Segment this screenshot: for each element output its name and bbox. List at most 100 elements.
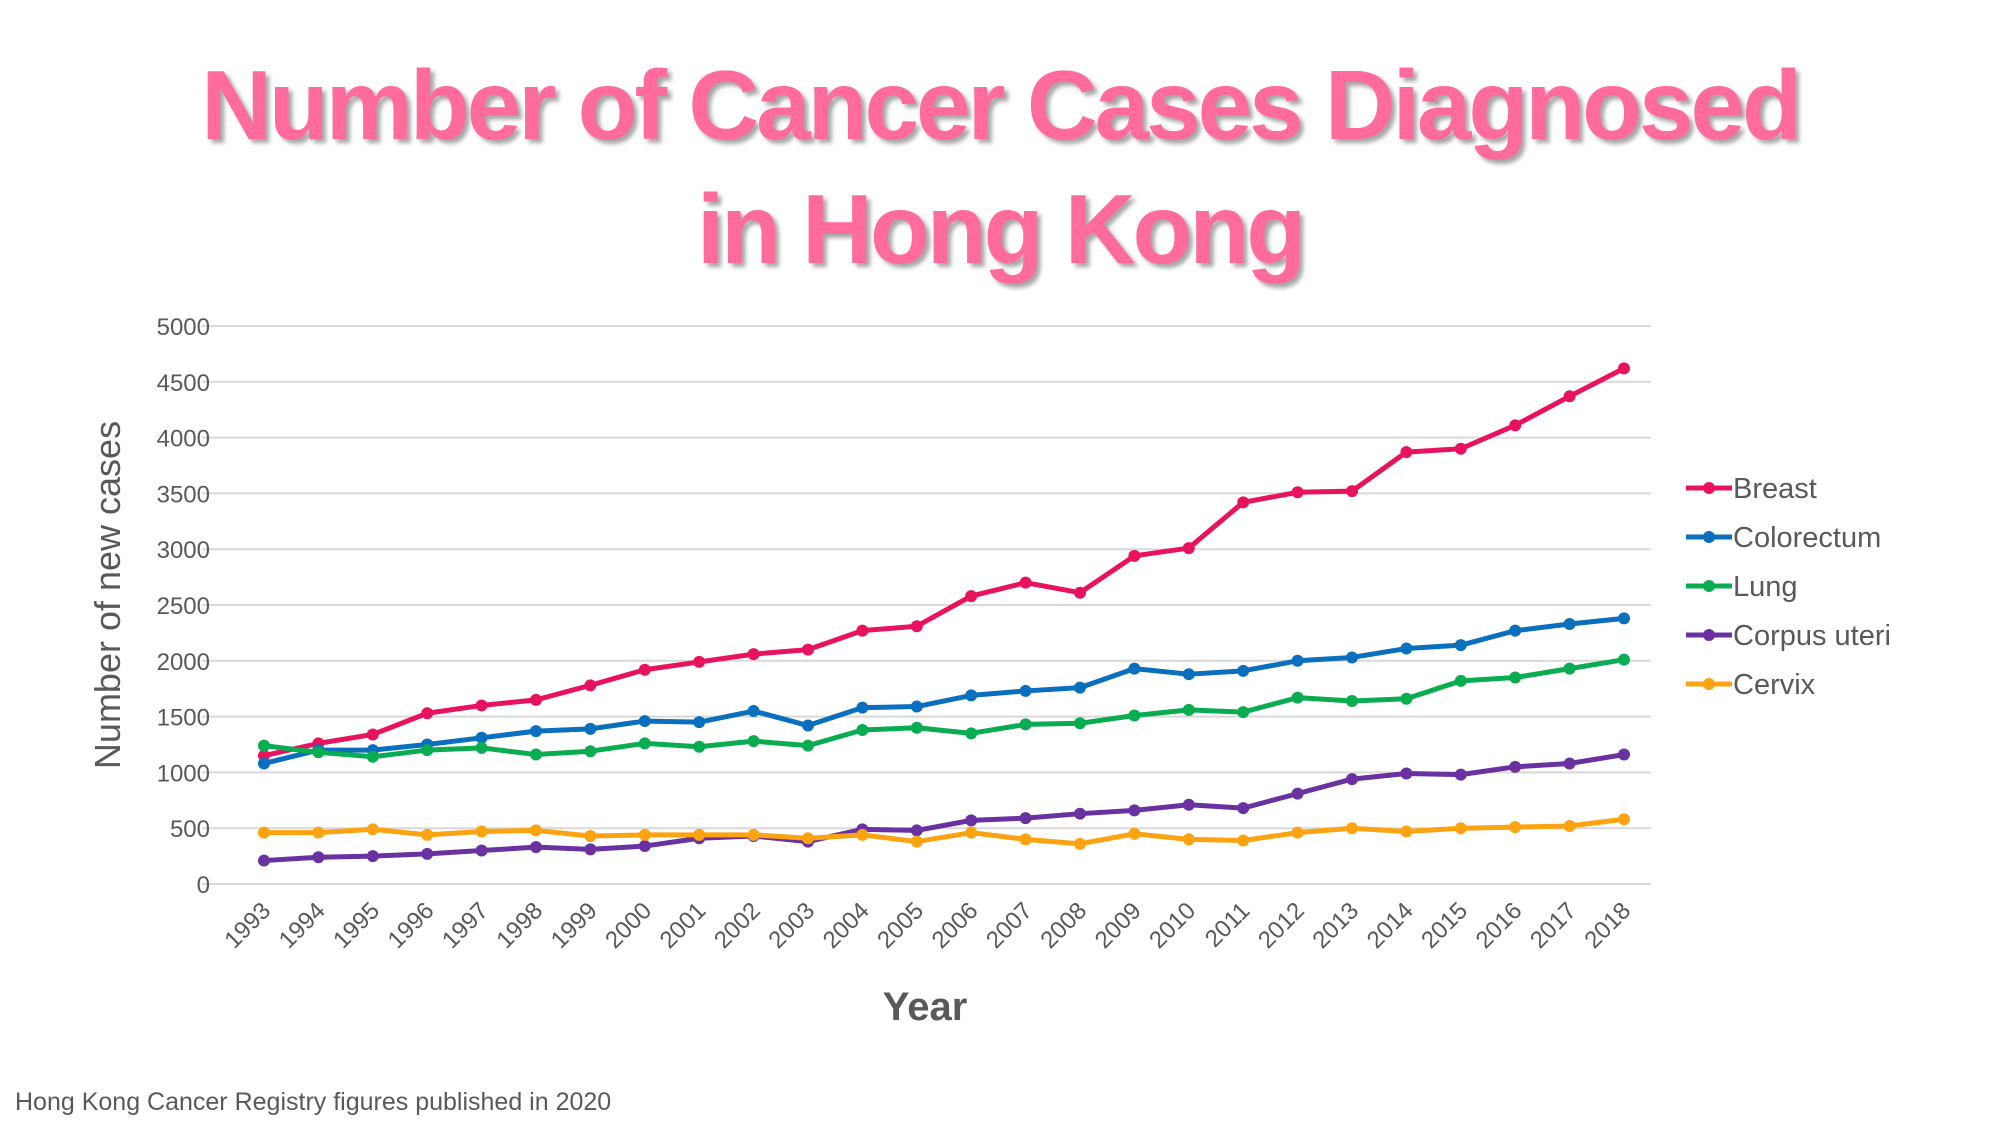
data-point-colorectum (638, 715, 651, 728)
data-point-lung (1509, 671, 1522, 684)
y-tick-label: 2500 (157, 593, 210, 620)
data-point-lung (1237, 706, 1250, 719)
data-point-cervix (1618, 813, 1630, 826)
x-tick-label: 2014 (1362, 897, 1419, 954)
data-point-corpus-uteri (1563, 757, 1576, 770)
data-point-breast (965, 590, 978, 603)
data-point-corpus-uteri (421, 847, 434, 860)
legend-label-corpus-uteri: Corpus uteri (1733, 620, 1891, 652)
data-point-breast (1019, 576, 1032, 589)
y-tick-label: 2000 (157, 649, 210, 676)
data-point-breast (366, 728, 379, 741)
data-point-corpus-uteri (312, 851, 325, 864)
legend-marker-breast (1703, 482, 1715, 494)
data-point-lung (910, 721, 923, 734)
x-tick-label: 1994 (274, 897, 331, 954)
x-axis-title: Year (883, 985, 968, 1029)
data-point-breast (910, 620, 923, 633)
data-point-breast (1454, 442, 1467, 455)
data-point-cervix (1128, 827, 1141, 840)
data-point-colorectum (1019, 684, 1032, 697)
x-tick-label: 2007 (981, 897, 1038, 954)
data-point-lung (965, 727, 978, 740)
data-point-cervix (1074, 837, 1086, 850)
y-tick-label: 3000 (157, 537, 210, 564)
series-line-breast (263, 366, 1626, 759)
data-point-lung (856, 723, 869, 736)
data-point-lung (802, 739, 814, 752)
x-tick-label: 2013 (1307, 897, 1364, 954)
data-point-colorectum (965, 689, 978, 702)
data-point-lung (312, 746, 325, 759)
data-point-cervix (1400, 825, 1413, 838)
x-tick-label: 1998 (491, 897, 548, 954)
data-point-corpus-uteri (1182, 798, 1195, 811)
data-point-lung (1563, 662, 1576, 675)
data-point-cervix (312, 826, 325, 839)
data-point-cervix (747, 828, 760, 841)
data-point-cervix (1182, 833, 1195, 846)
x-tick-label: 1999 (546, 897, 603, 954)
data-point-cervix (1019, 833, 1032, 846)
data-point-breast (747, 648, 760, 661)
data-point-lung (421, 744, 434, 757)
y-tick-label: 4000 (157, 426, 210, 453)
y-tick-label: 1500 (157, 705, 210, 732)
data-point-breast (693, 655, 706, 668)
data-point-colorectum (910, 700, 923, 713)
data-point-corpus-uteri (1400, 767, 1413, 780)
y-tick-label: 1000 (157, 760, 210, 787)
data-point-cervix (856, 828, 869, 841)
data-point-cervix (475, 825, 488, 838)
data-point-breast (475, 699, 488, 712)
data-point-cervix (638, 828, 651, 841)
data-point-corpus-uteri (1019, 812, 1032, 825)
data-point-colorectum (693, 716, 706, 729)
legend-marker-corpus-uteri (1703, 629, 1715, 641)
data-point-colorectum (1400, 642, 1413, 655)
data-point-corpus-uteri (1454, 768, 1467, 781)
legend-marker-lung (1703, 580, 1715, 592)
y-tick-label: 500 (170, 816, 210, 843)
data-point-cervix (1454, 822, 1467, 835)
x-tick-label: 2002 (709, 897, 766, 954)
data-point-colorectum (1563, 617, 1576, 630)
data-point-breast (1509, 419, 1522, 432)
legend-label-lung: Lung (1733, 571, 1798, 603)
data-point-corpus-uteri (530, 841, 542, 854)
x-tick-label: 2012 (1253, 897, 1310, 954)
data-point-breast (1291, 486, 1304, 499)
data-point-colorectum (1128, 662, 1141, 675)
data-point-breast (1563, 390, 1576, 403)
x-tick-label: 2003 (763, 897, 820, 954)
data-point-colorectum (475, 731, 488, 744)
data-point-lung (258, 739, 270, 752)
data-point-lung (1454, 674, 1467, 687)
data-point-lung (1291, 691, 1304, 704)
data-point-colorectum (802, 719, 814, 732)
data-point-breast (1128, 549, 1141, 562)
data-point-cervix (693, 828, 706, 841)
data-point-corpus-uteri (1237, 802, 1250, 815)
data-point-lung (530, 748, 542, 761)
x-tick-label: 1996 (383, 897, 440, 954)
data-point-corpus-uteri (1074, 807, 1086, 820)
chart-title-line-2: in Hong Kong (696, 174, 1306, 284)
data-point-corpus-uteri (258, 854, 270, 867)
data-point-colorectum (584, 722, 597, 735)
data-point-corpus-uteri (1291, 787, 1304, 800)
x-tick-label: 2004 (818, 897, 875, 954)
source-footnote: Hong Kong Cancer Registry figures publis… (15, 1088, 612, 1116)
data-point-cervix (1237, 834, 1250, 847)
legend-label-breast: Breast (1733, 473, 1817, 505)
data-point-breast (1182, 542, 1195, 555)
data-point-lung (747, 735, 760, 748)
data-point-lung (1128, 709, 1141, 722)
data-point-cervix (1563, 819, 1576, 832)
data-point-cervix (530, 824, 542, 837)
x-tick-label: 2015 (1416, 897, 1473, 954)
data-point-breast (584, 679, 597, 692)
data-point-lung (638, 737, 651, 750)
data-point-corpus-uteri (1618, 748, 1630, 761)
